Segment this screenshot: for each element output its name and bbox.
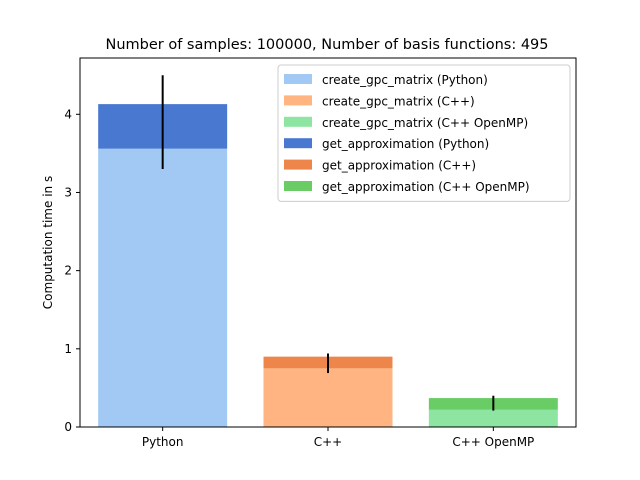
bar-create_python [98, 148, 228, 427]
plot-area [98, 75, 558, 427]
y-tick-label: 4 [64, 107, 72, 121]
axes-layer: 0 1 2 3 4 Python C++ C++ OpenMP [64, 107, 534, 449]
y-tick-label: 1 [64, 342, 72, 356]
y-axis-label: Computation time in s [41, 176, 55, 309]
legend-label-get_omp: get_approximation (C++ OpenMP) [322, 180, 530, 194]
legend-swatch-get_python [284, 138, 312, 149]
chart-title: Number of samples: 100000, Number of bas… [105, 37, 548, 53]
y-tick-label: 0 [64, 420, 72, 434]
x-tick-label: Python [142, 435, 184, 449]
legend-label-get_python: get_approximation (Python) [322, 137, 489, 151]
legend-label-create_cpp: create_gpc_matrix (C++) [322, 94, 475, 108]
bar-create_cpp [263, 368, 393, 427]
x-tick-label: C++ [314, 435, 343, 449]
legend-swatch-get_cpp [284, 159, 312, 170]
legend-swatch-create_omp [284, 116, 312, 127]
legend: create_gpc_matrix (Python) create_gpc_mat… [277, 64, 571, 202]
legend-label-get_cpp: get_approximation (C++) [322, 159, 476, 173]
bar-create_omp [428, 409, 558, 427]
y-tick-label: 3 [64, 185, 72, 199]
legend-label-create_python: create_gpc_matrix (Python) [322, 73, 488, 87]
legend-swatch-create_python [284, 74, 312, 84]
y-tick-label: 2 [64, 264, 72, 278]
legend-label-create_omp: create_gpc_matrix (C++ OpenMP) [322, 116, 528, 130]
legend-swatch-create_cpp [284, 95, 312, 106]
legend-swatch-get_omp [284, 181, 312, 191]
x-tick-label: C++ OpenMP [452, 435, 534, 449]
legend-box [277, 64, 571, 202]
